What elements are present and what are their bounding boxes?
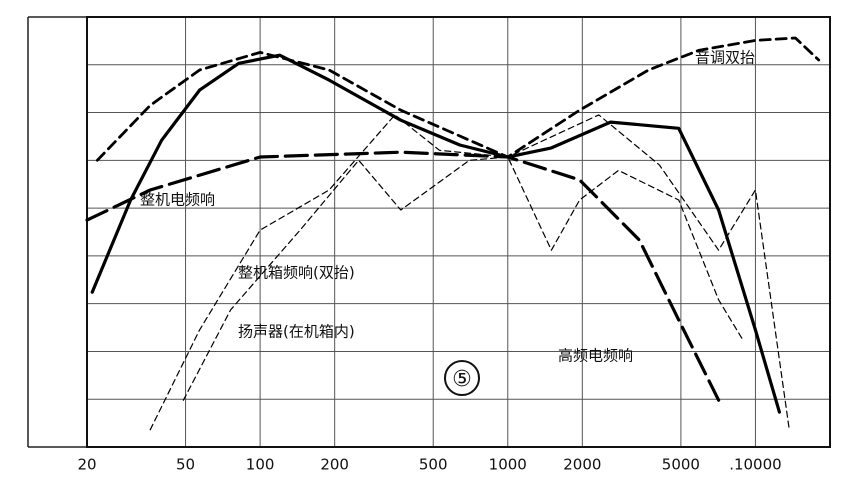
x-tick-label: 200 [320,456,349,474]
x-tick-label: 50 [176,456,195,474]
annotation: ⑤ [452,367,472,392]
series-line [90,53,781,414]
x-tick-label: 20 [77,456,96,474]
x-tick-label: .10000 [729,456,782,474]
series-label: 音调双抬 [695,49,755,67]
series-label: 整机电频响 [140,191,215,209]
series-label: 高频电频响 [558,347,633,365]
annotation-circle [444,360,480,396]
series-line [182,156,744,401]
x-tick-label: 500 [419,456,448,474]
x-tick-label: 1000 [489,456,527,474]
series-label: 扬声器(在机箱内) [238,323,355,341]
x-tick-label: 2000 [563,456,601,474]
series-label: 整机箱频响(双抬) [238,264,355,282]
x-tick-label: 5000 [662,456,700,474]
x-tick-label: 100 [246,456,275,474]
plot-frame [86,16,831,448]
